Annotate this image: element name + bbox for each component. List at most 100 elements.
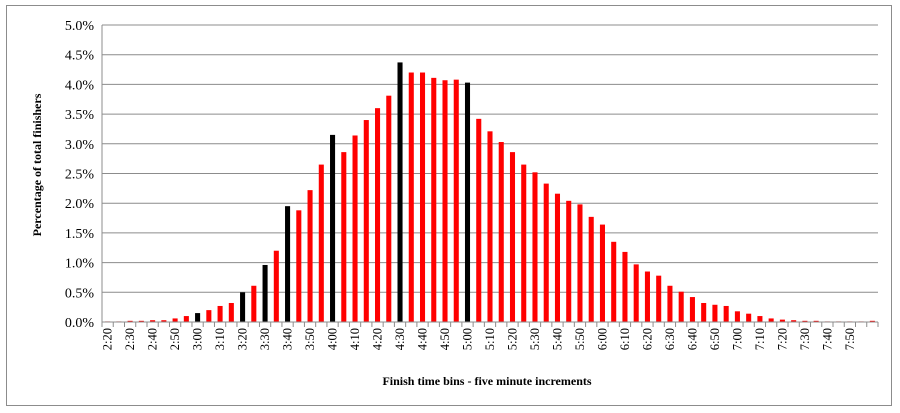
bar-3-10 [217, 305, 223, 322]
y-tick-label: 4.5% [65, 49, 95, 64]
bar-5-30 [532, 172, 538, 322]
chart-frame [6, 5, 892, 406]
bar-3-20 [240, 292, 246, 322]
bar-7-20 [779, 319, 785, 322]
bar-6-40 [689, 297, 695, 322]
x-tick-label: 3:00 [191, 328, 205, 350]
x-tick-label: 2:40 [146, 328, 160, 350]
x-tick-label: 5:30 [528, 328, 542, 350]
x-tick-label: 5:20 [505, 328, 519, 350]
bar-7-00 [734, 311, 740, 322]
bar-2-35 [138, 320, 144, 322]
x-tick-label: 2:20 [101, 328, 115, 350]
x-tick-label: 4:30 [393, 328, 407, 350]
bar-4-25 [386, 95, 392, 322]
x-tick-label: 5:00 [461, 328, 475, 350]
x-tick-label: 7:20 [775, 328, 789, 350]
x-tick-label: 7:50 [843, 328, 857, 350]
x-tick-label: 4:50 [438, 328, 452, 350]
bar-3-00 [195, 313, 201, 322]
bar-5-25 [521, 164, 527, 322]
y-tick-label: 1.5% [65, 227, 95, 242]
bar-6-35 [678, 291, 684, 322]
bar-4-55 [453, 79, 459, 322]
bar-5-40 [554, 193, 561, 322]
bar-7-05 [746, 313, 752, 322]
bar-2-55 [183, 316, 189, 322]
bar-5-45 [566, 200, 572, 322]
bar-4-30 [397, 62, 403, 323]
bar-4-45 [431, 77, 437, 322]
x-tick-label: 5:40 [550, 328, 564, 350]
x-tick-label: 7:40 [820, 328, 834, 350]
y-tick-labels: 0.0% 0.5% 1.0% 1.5% 2.0% 2.5% 3.0% 3.5% 4.0% 4.5%… [65, 19, 95, 331]
x-tick-label: 2:50 [168, 328, 182, 350]
x-tick-label: 2:30 [123, 328, 137, 350]
y-tick-label: 5.0% [65, 19, 95, 34]
x-tick-label: 6:10 [618, 328, 632, 350]
bar-4-10 [352, 135, 358, 322]
bars [105, 62, 875, 323]
bar-6-05 [611, 241, 617, 322]
bar-6-55 [723, 305, 729, 322]
y-tick-label: 2.0% [65, 197, 95, 212]
x-tick-label: 3:30 [258, 328, 272, 350]
bar-5-10 [487, 131, 493, 322]
bar-5-35 [543, 183, 549, 322]
bar-5-20 [509, 152, 516, 322]
x-tick-label: 7:30 [798, 328, 812, 350]
bar-3-25 [251, 285, 257, 322]
x-tick-label: 6:50 [708, 328, 722, 350]
bar-2-40 [150, 320, 156, 322]
y-tick-label: 3.5% [65, 108, 95, 123]
bar-4-05 [341, 152, 347, 322]
bar-4-40 [419, 72, 426, 323]
x-tick-label: 4:00 [326, 328, 340, 350]
x-tick-label: 7:10 [753, 328, 767, 350]
x-tick-label: 3:40 [281, 328, 295, 350]
bar-8-00 [869, 320, 875, 322]
x-tick-label: 6:30 [663, 328, 677, 350]
x-tick-label: 4:40 [416, 328, 430, 350]
bar-4-35 [408, 72, 414, 323]
bar-2-50 [172, 318, 178, 322]
bar-4-20 [375, 108, 381, 322]
bar-3-35 [273, 250, 279, 322]
bar-7-15 [768, 318, 774, 322]
bar-6-30 [667, 285, 673, 322]
bar-6-50 [712, 304, 718, 322]
bar-4-50 [442, 80, 448, 322]
x-tick-label: 7:00 [730, 328, 744, 350]
x-tick-label: 6:40 [685, 328, 699, 350]
bar-3-50 [307, 190, 313, 322]
x-tick-label: 5:10 [483, 328, 497, 350]
bar-3-45 [296, 210, 302, 322]
x-tick-label: 5:50 [573, 328, 587, 350]
bar-2-45 [161, 320, 167, 322]
bar-7-35 [813, 320, 819, 322]
bar-2-30 [127, 320, 133, 322]
y-axis-title: Percentage of total finishers [30, 93, 44, 236]
bar-3-05 [206, 310, 212, 322]
x-tick-labels: 2:20 2:30 2:40 2:50 3:00 3:10 3:20 3:30 3:40 3:50… [101, 328, 857, 350]
bar-6-45 [701, 302, 707, 322]
x-tick-label: 6:00 [595, 328, 609, 350]
bar-7-25 [791, 320, 797, 322]
y-tick-label: 0.0% [65, 316, 95, 331]
bar-5-00 [464, 82, 471, 322]
x-tick-label: 6:20 [640, 328, 654, 350]
bar-3-15 [228, 302, 234, 322]
y-tick-label: 3.0% [65, 138, 95, 153]
y-tick-label: 2.5% [65, 168, 95, 183]
bar-5-50 [577, 204, 583, 322]
x-tick-label: 4:20 [371, 328, 385, 350]
bar-6-00 [599, 224, 605, 322]
bar-6-25 [656, 275, 662, 322]
bar-3-55 [318, 164, 324, 322]
x-tick-label: 4:10 [348, 328, 362, 350]
bar-5-05 [476, 118, 482, 323]
bar-5-55 [588, 216, 594, 322]
axes [101, 25, 879, 327]
x-tick-label: 3:50 [303, 328, 317, 350]
